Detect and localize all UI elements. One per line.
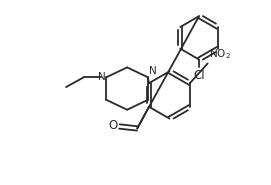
Text: N: N	[98, 72, 105, 82]
Text: NO$_2$: NO$_2$	[209, 48, 231, 61]
Text: N: N	[149, 66, 157, 76]
Text: Cl: Cl	[193, 69, 205, 82]
Text: O: O	[108, 119, 118, 132]
